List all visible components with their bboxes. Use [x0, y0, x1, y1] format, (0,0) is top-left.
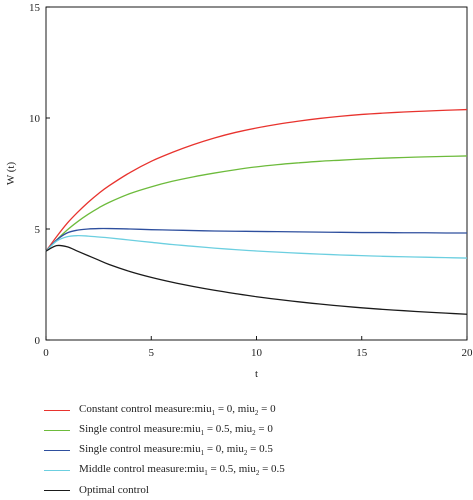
series-lines	[45, 108, 468, 315]
series-line-5	[45, 244, 468, 315]
legend-swatch	[44, 429, 70, 431]
legend-label: Optimal control	[79, 484, 149, 496]
x-tick-label: 10	[251, 347, 263, 359]
legend-item: Constant control measure:miu1 = 0, miu2 …	[44, 400, 464, 420]
y-axis-ticks: 0 5 10 15	[29, 2, 50, 347]
legend-label: Single control measure:miu1 = 0, miu2 = …	[79, 442, 273, 458]
plot-frame	[45, 6, 468, 341]
series-line-1	[45, 108, 468, 252]
x-tick-label: 15	[356, 347, 368, 359]
series-line-2	[45, 155, 468, 252]
y-tick-label: 15	[29, 2, 41, 14]
legend-item: Middle control measure:miu1 = 0.5, miu2 …	[44, 460, 464, 480]
legend-label: Constant control measure:miu1 = 0, miu2 …	[79, 402, 276, 418]
chart-legend: Constant control measure:miu1 = 0, miu2 …	[44, 400, 464, 500]
legend-label: Single control measure:miu1 = 0.5, miu2 …	[79, 422, 273, 438]
legend-label: Middle control measure:miu1 = 0.5, miu2 …	[79, 462, 285, 478]
legend-swatch	[44, 469, 70, 471]
x-tick-label: 0	[43, 347, 49, 359]
line-chart: 0 5 10 15 20 0 5 10 15 t W (t)	[5, 2, 473, 380]
legend-swatch	[44, 409, 70, 411]
y-tick-label: 10	[29, 113, 41, 125]
x-tick-label: 20	[462, 347, 473, 359]
y-tick-label: 0	[35, 335, 41, 347]
series-line-4	[45, 234, 468, 259]
legend-item: Single control measure:miu1 = 0.5, miu2 …	[44, 420, 464, 440]
plot-area-border	[45, 6, 468, 341]
y-axis-label: W (t)	[5, 162, 17, 186]
legend-item: Optimal control	[44, 480, 464, 500]
x-axis-label: t	[255, 368, 258, 380]
x-tick-label: 5	[149, 347, 155, 359]
legend-swatch	[44, 449, 70, 451]
y-tick-label: 5	[35, 224, 41, 236]
legend-item: Single control measure:miu1 = 0, miu2 = …	[44, 440, 464, 460]
legend-swatch	[44, 489, 70, 491]
x-axis-ticks: 0 5 10 15 20	[43, 336, 473, 359]
series-line-3	[45, 227, 468, 252]
